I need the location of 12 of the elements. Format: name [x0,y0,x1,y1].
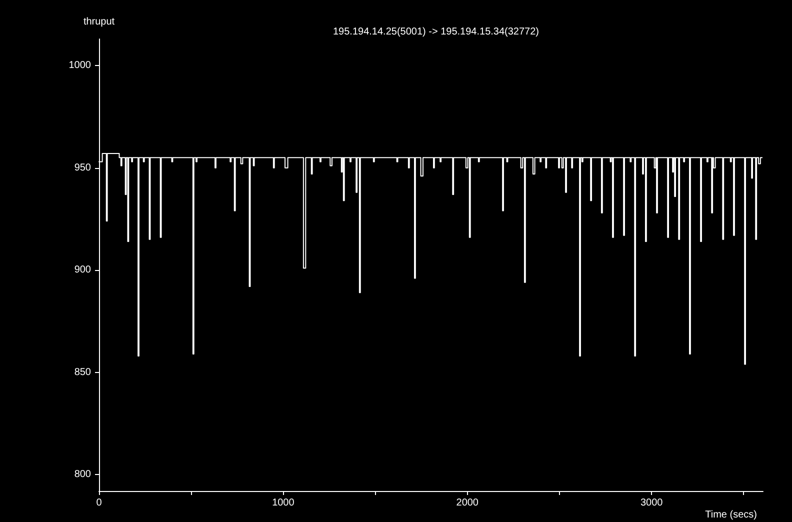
y-axis-title: thruput [83,16,115,28]
y-tick-label: 900 [74,264,92,276]
x-tick-label: 1000 [272,498,295,508]
x-tick-label: 2000 [456,498,479,508]
chart-title: 195.194.14.25(5001) -> 195.194.15.34(32772) [332,26,540,38]
y-tick-label: 950 [74,162,92,174]
y-tick-label: 800 [74,469,92,480]
y-tick-label: 850 [74,366,92,378]
x-tick-label: 0 [96,498,102,508]
x-axis-title: Time (secs) [705,510,757,520]
y-tick-label: 1000 [68,60,92,72]
x-tick-label: 3000 [640,498,664,508]
